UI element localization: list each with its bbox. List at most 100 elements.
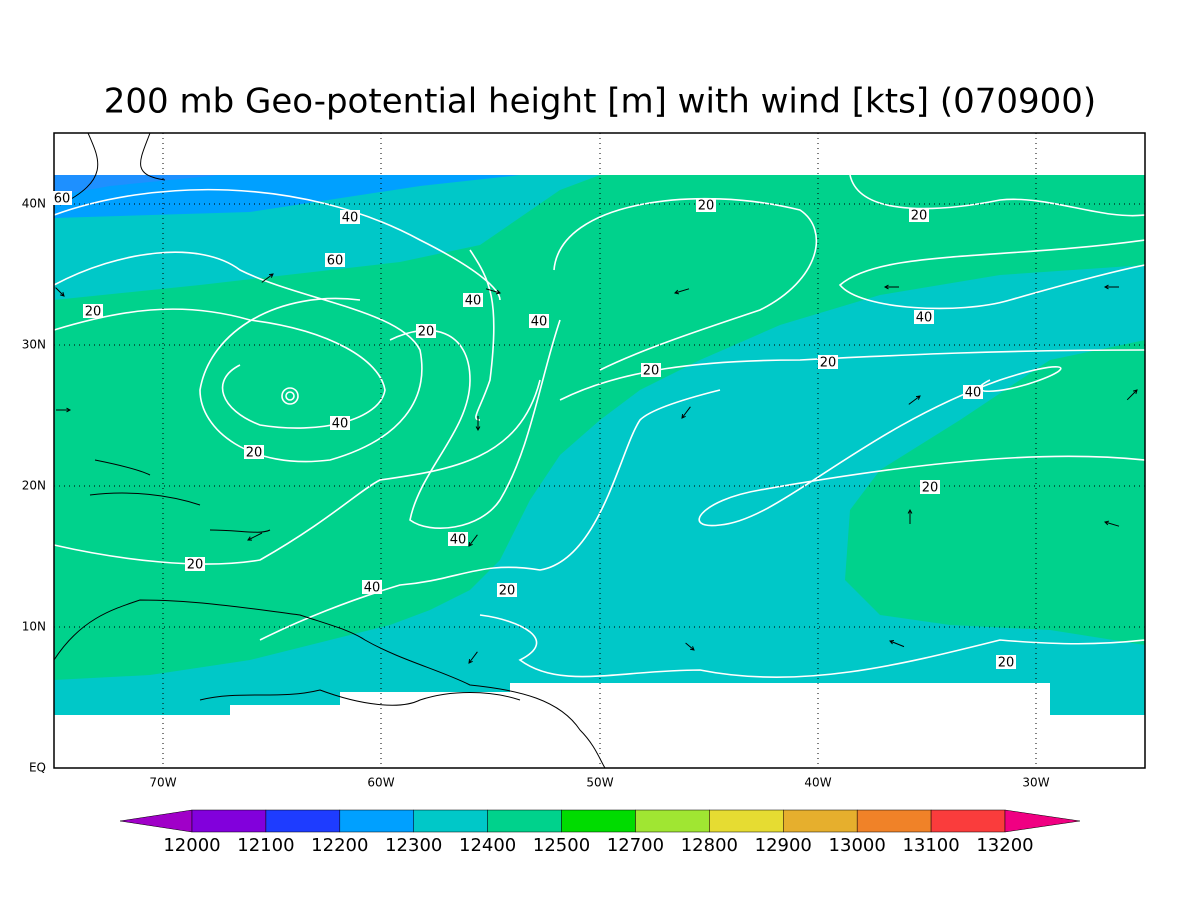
wind-arrow bbox=[889, 640, 905, 648]
contour-label-box bbox=[244, 445, 264, 459]
lat-label: 10N bbox=[22, 620, 46, 634]
contour-label-box bbox=[83, 304, 103, 318]
colorbar-arrow bbox=[1004, 809, 1081, 833]
wind-arrow bbox=[261, 273, 274, 283]
contour bbox=[559, 349, 1146, 401]
contour-label: 20 bbox=[820, 356, 837, 371]
contour bbox=[389, 319, 561, 529]
contour bbox=[479, 614, 1146, 679]
wind-arrow bbox=[468, 651, 478, 664]
wind-arrow bbox=[1104, 520, 1120, 527]
colorbar-box bbox=[487, 809, 562, 833]
contour-label: 20 bbox=[998, 656, 1015, 671]
contour-label: 40 bbox=[965, 386, 982, 401]
contour-label: 20 bbox=[922, 481, 939, 496]
map-frame bbox=[53, 132, 1146, 769]
wind-arrow bbox=[681, 406, 691, 419]
contour-label-box bbox=[330, 416, 350, 430]
contour bbox=[838, 239, 1146, 310]
contour bbox=[698, 366, 1146, 527]
wind-arrow bbox=[1126, 389, 1138, 401]
colorbar-label: 13000 bbox=[829, 835, 886, 856]
map bbox=[53, 132, 1146, 769]
colorbar-label: 12800 bbox=[681, 835, 738, 856]
colorbar-label: 12000 bbox=[163, 835, 220, 856]
coastlines bbox=[53, 132, 606, 769]
contour bbox=[53, 379, 541, 565]
wind-arrow bbox=[55, 287, 65, 297]
wind-arrow bbox=[883, 284, 899, 290]
contour bbox=[53, 251, 423, 463]
wind-arrow bbox=[908, 395, 921, 405]
wind-arrow bbox=[1103, 284, 1119, 290]
lat-label: 30N bbox=[22, 338, 46, 352]
colorbar-label: 12400 bbox=[459, 835, 516, 856]
contour-label-box bbox=[696, 198, 716, 212]
coastline bbox=[89, 459, 271, 533]
contour bbox=[849, 174, 1146, 217]
colorbar-label: 12100 bbox=[237, 835, 294, 856]
contour-label: 40 bbox=[342, 211, 359, 226]
contour-label-box bbox=[963, 385, 983, 399]
wind-arrow bbox=[247, 532, 263, 541]
map-title: 200 mb Geo-potential height [m] with win… bbox=[104, 82, 1096, 122]
colorbar-box bbox=[413, 809, 488, 833]
contour-label-box bbox=[920, 480, 940, 494]
lon-label: 70W bbox=[149, 776, 176, 790]
field-12400 bbox=[845, 340, 1145, 645]
colorbar-box bbox=[191, 809, 267, 833]
contour-label: 40 bbox=[450, 533, 467, 548]
contours bbox=[53, 174, 1146, 679]
wind-arrow bbox=[485, 288, 501, 295]
lon-label: 60W bbox=[367, 776, 394, 790]
contour bbox=[469, 249, 495, 421]
contour bbox=[553, 197, 818, 371]
colorbar-box bbox=[339, 809, 414, 833]
contour bbox=[53, 308, 386, 429]
lon-label: 30W bbox=[1022, 776, 1049, 790]
colorbar-label: 12200 bbox=[311, 835, 368, 856]
contour-label: 40 bbox=[531, 315, 548, 330]
contour bbox=[281, 387, 299, 405]
wind-arrow bbox=[468, 534, 478, 547]
contour-label: 20 bbox=[499, 584, 516, 599]
lon-label: 40W bbox=[804, 776, 831, 790]
lat-label: 20N bbox=[22, 479, 46, 493]
contour-label-box bbox=[529, 314, 549, 328]
lat-label: EQ bbox=[29, 761, 46, 775]
colorbar-label: 13100 bbox=[902, 835, 959, 856]
coastline bbox=[59, 132, 166, 206]
lon-label: 50W bbox=[586, 776, 613, 790]
contour-label-box bbox=[463, 293, 483, 307]
colorbar-label: 12900 bbox=[755, 835, 812, 856]
colorbar-box bbox=[709, 809, 784, 833]
wind-arrow bbox=[56, 407, 72, 413]
contour-label-box bbox=[185, 557, 205, 571]
contour-label-box bbox=[497, 583, 517, 597]
wind-arrow bbox=[685, 642, 695, 651]
contour bbox=[285, 391, 295, 401]
colorbar-box bbox=[783, 809, 858, 833]
colorbar-box bbox=[561, 809, 636, 833]
colorbar-box bbox=[856, 809, 932, 833]
contour-label: 20 bbox=[85, 305, 102, 320]
coastline bbox=[53, 599, 606, 769]
contour-label-box bbox=[914, 310, 934, 324]
colorbar-box bbox=[265, 809, 341, 833]
contour-label: 20 bbox=[246, 446, 263, 461]
wind-arrow bbox=[907, 508, 913, 524]
wind-arrow bbox=[674, 288, 690, 295]
contour-label: 20 bbox=[911, 209, 928, 224]
colorbar-box bbox=[930, 809, 1006, 833]
contour-label: 20 bbox=[418, 325, 435, 340]
field-12100 bbox=[54, 175, 220, 196]
contour-label: 20 bbox=[643, 364, 660, 379]
colorbar-label: 13200 bbox=[976, 835, 1033, 856]
contour-label-box bbox=[325, 253, 345, 267]
wind-arrow bbox=[475, 416, 481, 432]
colorbar-box bbox=[635, 809, 710, 833]
contour-label: 40 bbox=[916, 311, 933, 326]
contour-label: 40 bbox=[364, 581, 381, 596]
contour-label-box bbox=[416, 324, 436, 338]
